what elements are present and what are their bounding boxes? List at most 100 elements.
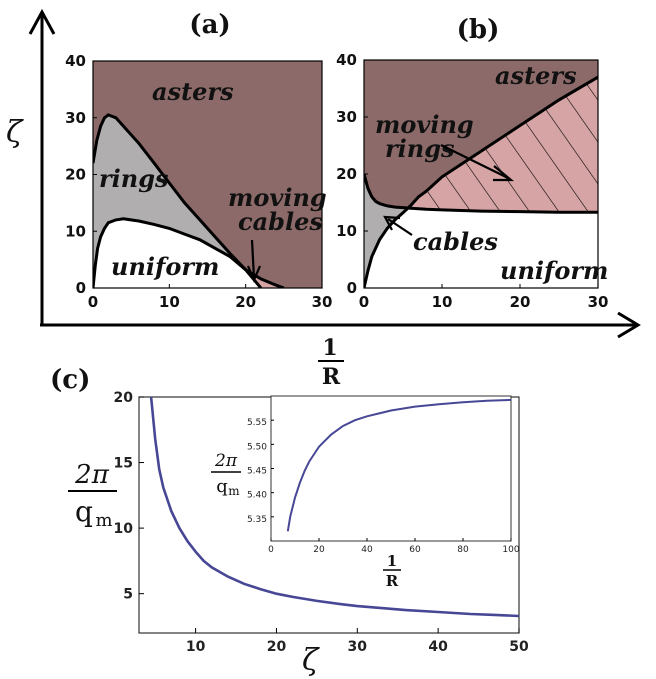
panel-a-y-tick-label: 40	[65, 52, 86, 70]
panel-a-x-tick-label: 10	[159, 293, 180, 311]
inset-x-tick-label: 80	[457, 545, 469, 555]
inset-x-tick-label: 0	[268, 545, 274, 555]
panel-b-x-ticks: 0 10 20 30	[359, 284, 609, 311]
panel-a-label-cables: cables	[238, 207, 323, 236]
panel-b-cables-arrowhead	[383, 215, 401, 231]
panel-label-a: (a)	[189, 10, 230, 40]
panel-b: 0 10 20 30 0 10 20 30 40 asters moving rings ca…	[336, 51, 608, 311]
panel-b-aster-boundary	[364, 173, 598, 214]
panel-c-x-label: ζ	[302, 643, 320, 678]
panel-c-plot	[149, 397, 519, 618]
panel-c-x-tick-label: 10	[186, 639, 206, 655]
inset-x-label: 1 R	[383, 552, 401, 590]
inset-x-label-denominator: R	[386, 572, 399, 590]
panel-c-x-tick-label: 40	[428, 639, 448, 655]
outer-axes	[28, 8, 641, 339]
panel-b-ring-boundary	[364, 75, 598, 288]
inset-y-tick-label: 5.55	[247, 418, 267, 428]
panel-a-plot	[93, 61, 322, 288]
panel-b-x-tick-label: 0	[359, 293, 369, 311]
outer-y-arrowhead	[28, 8, 56, 35]
panel-a: 0 10 20 30 0 10 20 30 40 asters rings uniform m…	[65, 52, 332, 311]
panel-b-label-rings: rings	[385, 134, 455, 163]
panel-c-y-tick-label: 5	[123, 587, 133, 603]
panel-c-y-tick-label: 10	[114, 521, 134, 537]
inset-y-tick-label: 5.35	[247, 515, 267, 525]
panel-c-y-label: 2π q m	[68, 460, 117, 531]
panel-c-y-tick-label: 20	[114, 390, 134, 406]
panel-b-moving-arrowhead	[493, 165, 515, 182]
panel-b-plot	[364, 60, 598, 288]
panel-c: 10 20 30 40 50 5 10 15 20 ζ 2π q m 0 20 40 60 80 100…	[68, 390, 529, 678]
panel-b-y-tick-label: 10	[336, 222, 357, 240]
panel-c-y-tick-label: 15	[114, 456, 133, 472]
inset-x-ticks: 0 20 40 60 80 100	[268, 538, 520, 555]
panel-c-inset: 0 20 40 60 80 100 5.35 5.40 5.45 5.50 5.55 2π q m…	[211, 395, 520, 590]
panel-b-label-moving: moving	[375, 110, 474, 139]
outer-x-label-numerator: 1	[322, 335, 337, 361]
panel-label-b: (b)	[457, 15, 500, 45]
panel-b-x-tick-label: 30	[588, 293, 609, 311]
inset-x-tick-label: 40	[361, 545, 373, 555]
inset-frame	[270, 395, 512, 542]
outer-x-label: 1 R	[318, 335, 344, 390]
panel-b-x-tick-label: 10	[432, 293, 453, 311]
panel-a-uniform-region	[93, 218, 261, 288]
panel-a-y-tick-label: 0	[76, 279, 86, 297]
outer-x-arrowhead	[617, 311, 641, 339]
panel-b-moving-arrow	[440, 144, 509, 179]
panel-a-x-tick-label: 30	[312, 293, 333, 311]
outer-y-label: ζ	[6, 115, 24, 150]
panel-a-x-ticks: 0 10 20 30	[88, 284, 333, 311]
panel-b-label-asters: asters	[495, 61, 577, 90]
panel-a-label-uniform: uniform	[111, 252, 219, 281]
panel-b-x-tick-label: 20	[510, 293, 531, 311]
panel-label-c: (c)	[50, 365, 90, 395]
inset-y-ticks: 5.35 5.40 5.45 5.50 5.55	[247, 418, 274, 525]
panel-c-x-tick-label: 30	[348, 639, 368, 655]
inset-x-tick-label: 20	[313, 545, 325, 555]
panel-a-moving-arrow	[250, 239, 256, 279]
inset-plot	[286, 398, 511, 532]
inset-y-label-q: q	[216, 476, 228, 497]
panel-a-label-rings: rings	[99, 164, 169, 193]
panel-b-moving-rings-region	[364, 77, 598, 288]
panel-b-y-tick-label: 20	[336, 165, 357, 183]
panel-c-curve	[149, 397, 519, 618]
panel-a-lower-boundary	[93, 217, 263, 288]
panel-b-y-tick-label: 40	[336, 51, 357, 69]
panel-c-y-label-numerator: 2π	[74, 460, 110, 490]
panel-a-x-tick-label: 0	[88, 293, 98, 311]
panel-a-x-tick-label: 20	[235, 293, 256, 311]
panel-b-label-uniform: uniform	[500, 256, 608, 285]
panel-a-label-asters: asters	[152, 77, 234, 106]
panel-a-y-ticks: 0 10 20 30 40	[65, 52, 97, 297]
panel-b-label-cables: cables	[413, 227, 498, 256]
inset-x-tick-label: 100	[502, 545, 519, 555]
panel-b-y-tick-label: 0	[347, 279, 357, 297]
inset-y-label-numerator: 2π	[214, 451, 238, 471]
panel-a-y-tick-label: 30	[65, 109, 86, 127]
panel-c-x-ticks: 10 20 30 40 50	[186, 628, 529, 655]
panel-c-y-label-sub: m	[95, 510, 112, 531]
panel-c-x-tick-label: 50	[509, 639, 529, 655]
inset-y-label: 2π q m	[211, 451, 241, 498]
inset-curve	[286, 398, 511, 532]
inset-y-label-sub: m	[228, 484, 240, 498]
inset-y-tick-label: 5.50	[247, 442, 267, 452]
panel-b-cables-arrow	[387, 218, 413, 236]
inset-x-label-numerator: 1	[387, 552, 397, 570]
panel-c-y-ticks: 5 10 15 20	[114, 390, 144, 603]
panel-a-moving-arrowhead	[246, 265, 262, 283]
panel-a-y-tick-label: 20	[65, 166, 86, 184]
inset-x-tick-label: 60	[409, 545, 421, 555]
inset-y-tick-label: 5.45	[247, 467, 267, 477]
panel-b-y-tick-label: 30	[336, 108, 357, 126]
panel-b-y-ticks: 0 10 20 30 40	[336, 51, 368, 297]
panel-a-label-moving: moving	[228, 183, 327, 212]
panel-c-y-label-q: q	[75, 495, 93, 528]
panel-c-x-tick-label: 20	[267, 639, 287, 655]
panel-b-uniform-region	[364, 208, 598, 288]
inset-y-tick-label: 5.40	[247, 491, 267, 501]
